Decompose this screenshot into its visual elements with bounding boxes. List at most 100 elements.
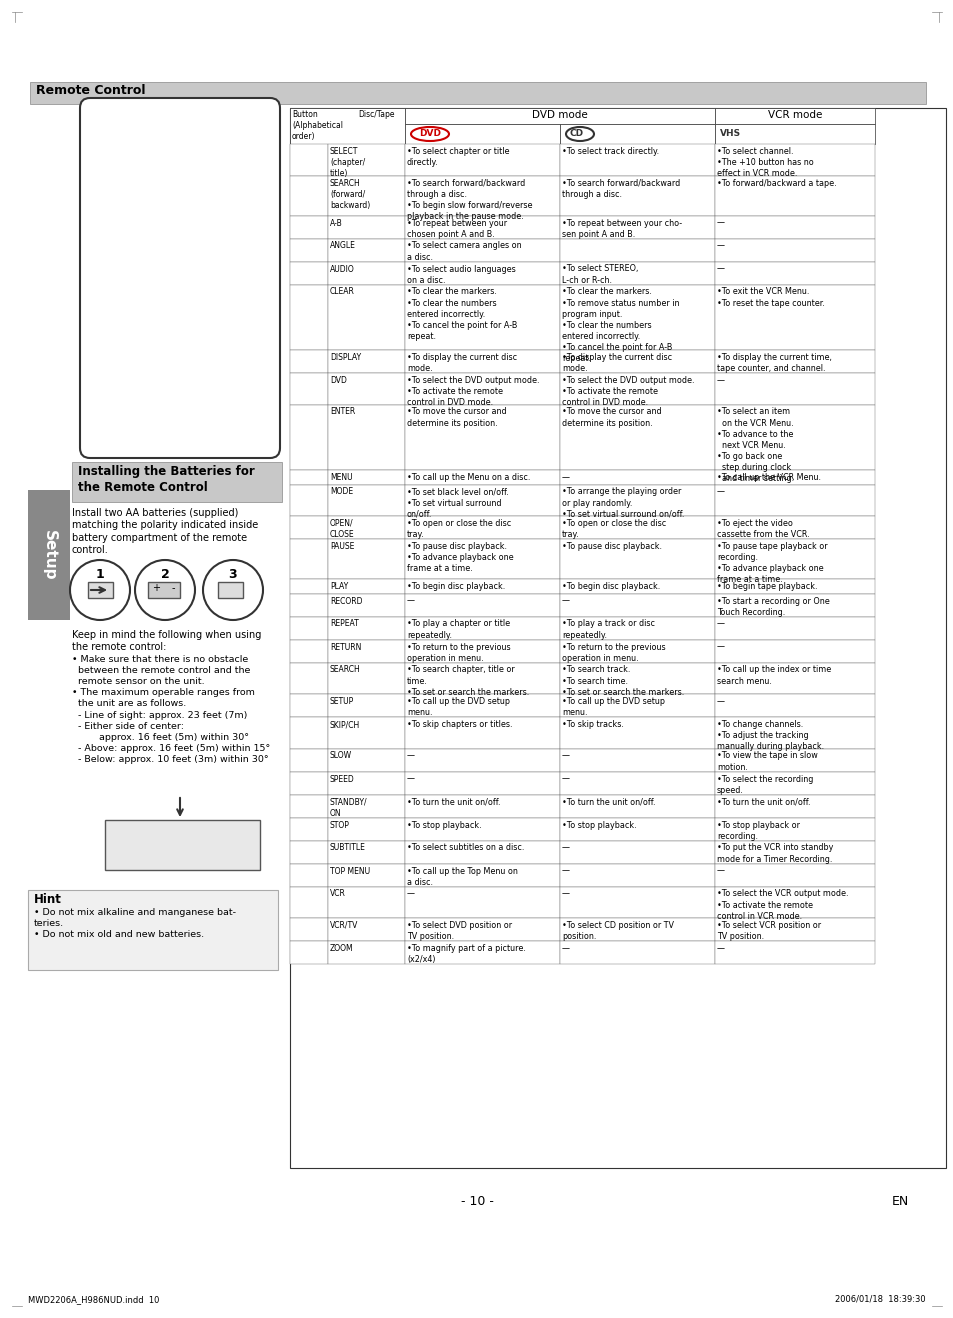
Bar	[328, 485, 405, 517]
Bar	[714, 749, 874, 771]
Bar	[154, 308, 174, 322]
Bar	[714, 216, 874, 239]
Text: DVD: DVD	[418, 129, 440, 138]
Bar	[290, 108, 945, 1168]
Bar	[328, 817, 405, 841]
Bar	[290, 261, 328, 285]
Bar	[290, 749, 328, 771]
Bar	[405, 175, 559, 216]
Bar	[328, 795, 405, 817]
Text: -: -	[172, 583, 175, 593]
Text: •To pause disc playback.: •To pause disc playback.	[561, 542, 661, 551]
Bar	[290, 919, 328, 941]
Text: •To forward/backward a tape.: •To forward/backward a tape.	[717, 178, 836, 187]
Bar	[559, 717, 714, 749]
Text: •To play a track or disc
repeatedly.: •To play a track or disc repeatedly.	[561, 619, 655, 639]
Text: SLOW: SLOW	[330, 751, 352, 760]
Bar	[405, 919, 559, 941]
Text: •To put the VCR into standby
mode for a Timer Recording.: •To put the VCR into standby mode for a …	[717, 844, 833, 863]
Text: DISPLAY: DISPLAY	[330, 353, 361, 362]
Bar	[154, 328, 174, 341]
Text: •To display the current disc
mode.: •To display the current disc mode.	[407, 353, 517, 373]
Bar	[122, 142, 142, 154]
Bar	[328, 405, 405, 471]
Text: •To stop playback.: •To stop playback.	[561, 821, 636, 829]
Text: —: —	[561, 775, 569, 783]
Ellipse shape	[411, 127, 449, 141]
Text: •To pause tape playback or
recording.
•To advance playback one
frame at a time.: •To pause tape playback or recording. •T…	[717, 542, 827, 584]
Text: VCR/TV: VCR/TV	[330, 921, 358, 931]
Bar	[105, 820, 260, 870]
Bar	[559, 351, 714, 373]
Bar	[405, 593, 559, 617]
Bar	[714, 663, 874, 695]
Bar	[290, 639, 328, 663]
Bar	[559, 817, 714, 841]
Text: —: —	[717, 241, 724, 250]
Bar	[405, 863, 559, 887]
Text: —: —	[407, 775, 415, 783]
Bar	[714, 351, 874, 373]
Text: ENTER: ENTER	[330, 407, 355, 416]
Text: AUDIO: AUDIO	[330, 265, 355, 274]
Text: •To skip tracks.: •To skip tracks.	[561, 720, 623, 729]
Text: VCR: VCR	[330, 890, 346, 899]
Bar	[171, 194, 193, 208]
Bar	[328, 663, 405, 695]
Text: •To select VCR position or
TV position.: •To select VCR position or TV position.	[717, 921, 821, 941]
Text: •To change channels.
•To adjust the tracking
manually during playback.: •To change channels. •To adjust the trac…	[717, 720, 823, 751]
Bar	[405, 285, 559, 351]
Bar	[559, 887, 714, 919]
Text: MODE: MODE	[330, 488, 353, 497]
Bar	[714, 593, 874, 617]
Bar	[290, 539, 328, 579]
Bar	[559, 405, 714, 471]
Bar	[290, 795, 328, 817]
Bar	[328, 373, 405, 405]
Text: Setup: Setup	[42, 530, 56, 580]
Bar	[405, 695, 559, 717]
Text: DVD mode: DVD mode	[532, 109, 587, 120]
Bar	[194, 308, 214, 322]
Bar	[290, 175, 328, 216]
Bar	[28, 890, 277, 970]
Bar	[328, 749, 405, 771]
Text: —: —	[717, 619, 724, 629]
Text: RECORD: RECORD	[330, 597, 362, 605]
Text: —: —	[717, 219, 724, 228]
Text: —: —	[561, 866, 569, 875]
Bar	[328, 285, 405, 351]
Bar	[290, 941, 328, 963]
Text: REPEAT: REPEAT	[330, 619, 358, 629]
Text: - 10 -: - 10 -	[460, 1195, 493, 1209]
Bar	[290, 663, 328, 695]
Text: —: —	[561, 944, 569, 953]
Text: SEARCH: SEARCH	[330, 666, 360, 675]
Text: •To select DVD position or
TV position.: •To select DVD position or TV position.	[407, 921, 512, 941]
Bar	[559, 617, 714, 639]
Bar	[290, 285, 328, 351]
Bar	[559, 749, 714, 771]
Bar	[405, 351, 559, 373]
Text: •To begin disc playback.: •To begin disc playback.	[407, 583, 505, 590]
Text: •To search track.
•To search time.
•To set or search the markers.: •To search track. •To search time. •To s…	[561, 666, 683, 697]
Text: —: —	[717, 642, 724, 651]
Bar	[559, 285, 714, 351]
Bar	[714, 617, 874, 639]
Bar	[405, 841, 559, 863]
Bar	[115, 212, 137, 225]
Text: SKIP/CH: SKIP/CH	[330, 720, 360, 729]
Bar	[405, 941, 559, 963]
Text: •To eject the video
cassette from the VCR.: •To eject the video cassette from the VC…	[717, 519, 809, 539]
Bar	[194, 270, 214, 283]
Bar	[328, 771, 405, 795]
Text: —: —	[407, 890, 415, 899]
Bar	[714, 485, 874, 517]
Bar	[559, 124, 714, 144]
Text: —: —	[717, 866, 724, 875]
Text: VHS: VHS	[720, 129, 740, 138]
Bar	[290, 485, 328, 517]
Bar	[218, 583, 243, 598]
Bar	[328, 863, 405, 887]
Bar	[290, 517, 328, 539]
